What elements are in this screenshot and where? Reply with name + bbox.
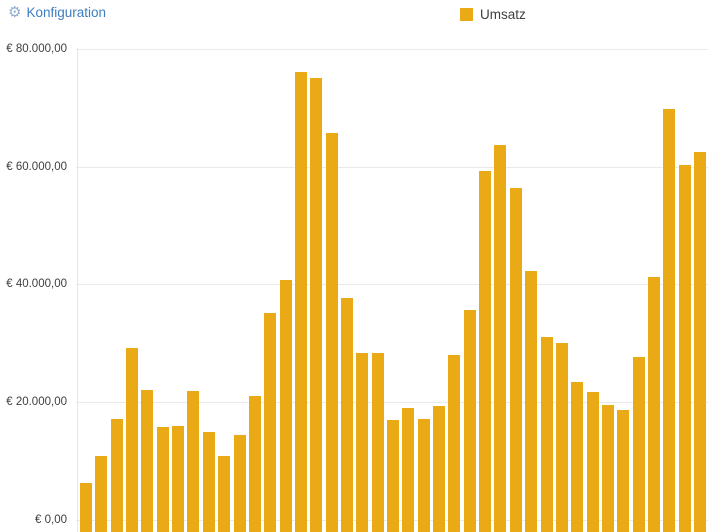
y-tick-label: € 60.000,00 [6, 160, 67, 173]
bar[interactable] [310, 78, 323, 532]
bar[interactable] [417, 419, 430, 532]
bar[interactable] [218, 455, 231, 532]
bar[interactable] [80, 482, 92, 532]
bar[interactable] [463, 309, 476, 532]
bar[interactable] [340, 297, 353, 532]
bar[interactable] [555, 342, 568, 532]
bar[interactable] [617, 410, 630, 532]
bar[interactable] [110, 419, 123, 532]
y-tick-label: € 80.000,00 [6, 42, 67, 55]
bar[interactable] [509, 188, 522, 532]
bar[interactable] [494, 144, 507, 532]
bar[interactable] [678, 165, 691, 532]
bar[interactable] [694, 151, 706, 532]
configuration-link-label: Konfiguration [26, 5, 107, 20]
bar[interactable] [356, 352, 369, 532]
bar[interactable] [448, 355, 461, 532]
bar[interactable] [294, 71, 307, 532]
gear-icon: ⚙ [8, 3, 22, 21]
bar[interactable] [279, 280, 292, 532]
bar[interactable] [663, 108, 676, 532]
y-tick-label: € 0,00 [35, 514, 67, 526]
bar[interactable] [647, 276, 660, 532]
bar[interactable] [402, 407, 415, 532]
bar[interactable] [325, 133, 338, 532]
y-tick-label: € 40.000,00 [6, 278, 67, 291]
bar[interactable] [172, 425, 185, 532]
plot-area [76, 0, 708, 532]
gridline [76, 284, 708, 286]
bar[interactable] [540, 336, 553, 532]
bar[interactable] [387, 419, 399, 532]
legend-label: Umsatz [480, 7, 526, 22]
bar[interactable] [632, 356, 645, 532]
bar[interactable] [248, 395, 261, 532]
bar[interactable] [264, 313, 277, 532]
gridline [76, 166, 708, 168]
bar[interactable] [187, 391, 200, 532]
gridline [76, 48, 708, 50]
y-axis-line [77, 48, 78, 532]
legend-swatch [460, 8, 473, 21]
bar[interactable] [126, 348, 139, 532]
y-axis: € 0,00 € 20.000,00 € 40.000,00 € 60.000,00 €… [0, 0, 67, 532]
bar[interactable] [479, 170, 492, 532]
bar[interactable] [371, 352, 384, 532]
bar[interactable] [571, 382, 584, 532]
chart-legend[interactable]: Umsatz [460, 7, 526, 22]
bar[interactable] [156, 426, 169, 532]
bar[interactable] [141, 389, 154, 532]
configuration-link[interactable]: ⚙ Konfiguration [8, 3, 107, 21]
bar[interactable] [202, 432, 215, 532]
bar[interactable] [601, 404, 614, 532]
bar[interactable] [586, 391, 599, 532]
bar[interactable] [525, 271, 538, 532]
gridline [76, 402, 708, 404]
y-tick-label: € 20.000,00 [6, 396, 67, 409]
bar[interactable] [233, 435, 246, 532]
bar[interactable] [433, 405, 446, 532]
bar[interactable] [95, 455, 108, 532]
